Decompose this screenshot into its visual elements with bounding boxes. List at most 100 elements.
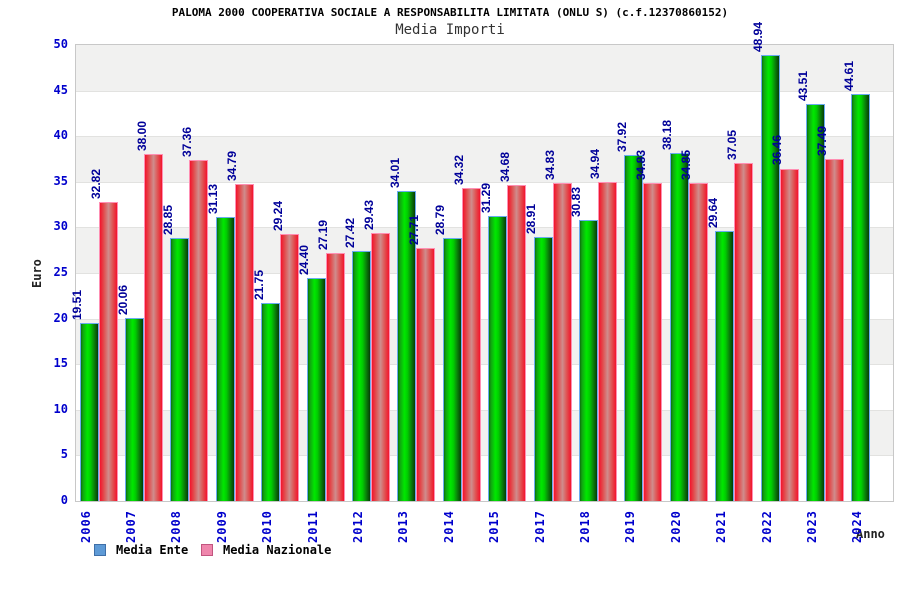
gridline <box>76 409 893 411</box>
bar-media-nazionale-2009 <box>234 183 254 501</box>
bar-value-label: 29.64 <box>705 197 720 228</box>
y-tick-label: 35 <box>53 173 68 188</box>
plot-band <box>76 136 893 182</box>
legend-label-media-ente: Media Ente <box>116 543 189 557</box>
x-tick-label: 2013 <box>396 510 411 543</box>
bar-media-ente-2019 <box>624 155 644 501</box>
bar-media-ente-2015 <box>488 215 508 501</box>
bar-media-ente-2010 <box>261 302 281 501</box>
x-tick-label: 2024 <box>850 510 865 543</box>
bar-value-label: 31.13 <box>206 184 221 215</box>
y-tick-label: 10 <box>53 401 68 416</box>
bar-value-label: 34.94 <box>588 149 603 180</box>
bar-media-nazionale-2018 <box>597 182 617 501</box>
legend-swatch-media-ente <box>94 544 106 556</box>
gridline <box>76 273 893 274</box>
bar-media-nazionale-2010 <box>280 234 300 501</box>
x-tick-label: 2007 <box>124 510 139 543</box>
x-tick-label: 2011 <box>305 510 320 543</box>
bar-value-label: 36.46 <box>770 135 785 166</box>
bar-value-label: 34.32 <box>452 154 467 185</box>
bar-media-ente-2007 <box>125 318 145 501</box>
x-axis-title: Anno <box>856 527 885 541</box>
bar-value-label: 29.24 <box>270 201 285 232</box>
bar-value-label: 24.40 <box>297 245 312 276</box>
bar-media-ente-2014 <box>442 238 462 501</box>
gridline <box>76 364 893 366</box>
bar-value-label: 31.29 <box>478 182 493 213</box>
bar-value-label: 37.92 <box>614 122 629 153</box>
bar-value-label: 34.68 <box>497 151 512 182</box>
bar-media-ente-2018 <box>578 219 598 501</box>
plot-band <box>76 409 893 456</box>
x-tick-label: 2019 <box>623 510 638 543</box>
gridline <box>76 318 893 320</box>
bar-media-nazionale-2021 <box>734 163 754 501</box>
bar-media-ente-2009 <box>215 217 235 501</box>
bar-value-label: 27.19 <box>316 219 331 251</box>
bar-media-nazionale-2013 <box>416 248 436 501</box>
bar-value-label: 30.83 <box>569 186 584 217</box>
bar-media-ente-2013 <box>397 190 417 501</box>
x-tick-label: 2017 <box>532 510 547 543</box>
bar-value-label: 38.18 <box>660 119 675 150</box>
bar-media-nazionale-2012 <box>371 232 391 501</box>
bar-value-label: 27.42 <box>342 217 357 248</box>
bar-media-nazionale-2017 <box>552 183 572 501</box>
x-tick-label: 2012 <box>351 510 366 543</box>
y-tick-label: 20 <box>53 310 68 325</box>
bar-media-nazionale-2015 <box>507 184 527 501</box>
bar-value-label: 37.49 <box>815 126 830 157</box>
bar-value-label: 21.75 <box>251 269 266 300</box>
bar-value-label: 37.05 <box>724 130 739 161</box>
bar-value-label: 27.71 <box>406 215 421 246</box>
bar-value-label: 44.61 <box>841 61 856 92</box>
bar-value-label: 34.83 <box>633 150 648 181</box>
bar-media-ente-2024 <box>851 94 871 501</box>
bar-value-label: 28.85 <box>160 204 175 235</box>
y-tick-label: 30 <box>53 219 68 234</box>
x-tick-label: 2014 <box>441 510 456 543</box>
bar-value-label: 28.91 <box>524 204 539 235</box>
bar-media-nazionale-2022 <box>779 168 799 501</box>
x-tick-label: 2022 <box>759 510 774 543</box>
x-tick-label: 2018 <box>577 510 592 543</box>
bar-value-label: 38.00 <box>134 121 149 152</box>
bar-value-label: 34.85 <box>679 150 694 181</box>
x-tick-label: 2021 <box>714 510 729 543</box>
bar-value-label: 37.36 <box>179 127 194 158</box>
bar-media-nazionale-2023 <box>824 159 844 501</box>
bar-value-label: 34.01 <box>387 157 402 188</box>
bar-value-label: 34.79 <box>225 150 240 181</box>
plot-band <box>76 45 893 91</box>
gridline <box>76 455 893 457</box>
bar-value-label: 20.06 <box>115 285 130 316</box>
bar-media-nazionale-2008 <box>189 160 209 501</box>
bar-media-ente-2006 <box>79 323 99 501</box>
bar-media-ente-2023 <box>805 104 825 501</box>
y-tick-label: 25 <box>53 265 68 279</box>
bar-media-nazionale-2020 <box>688 183 708 501</box>
legend-swatch-media-nazionale <box>201 544 213 556</box>
x-tick-label: 2009 <box>214 510 229 543</box>
x-tick-label: 2006 <box>78 510 93 543</box>
bar-media-ente-2021 <box>715 230 735 501</box>
bar-media-nazionale-2011 <box>325 253 345 501</box>
y-tick-label: 45 <box>53 82 68 97</box>
bar-media-nazionale-2019 <box>643 183 663 501</box>
legend-label-media-nazionale: Media Nazionale <box>223 543 332 557</box>
bar-value-label: 43.51 <box>796 71 811 102</box>
bar-media-ente-2017 <box>533 237 553 501</box>
bar-media-ente-2008 <box>170 237 190 501</box>
bar-value-label: 19.51 <box>70 290 85 321</box>
bar-value-label: 29.43 <box>361 199 376 230</box>
bar-media-nazionale-2007 <box>144 154 164 501</box>
bar-value-label: 34.83 <box>543 150 558 181</box>
plot-band <box>76 227 893 273</box>
bar-media-ente-2011 <box>306 278 326 501</box>
y-tick-label: 5 <box>60 447 68 462</box>
x-tick-label: 2010 <box>260 510 275 543</box>
bar-media-nazionale-2006 <box>98 201 118 501</box>
gridline <box>76 90 893 92</box>
bar-media-ente-2012 <box>352 250 372 501</box>
